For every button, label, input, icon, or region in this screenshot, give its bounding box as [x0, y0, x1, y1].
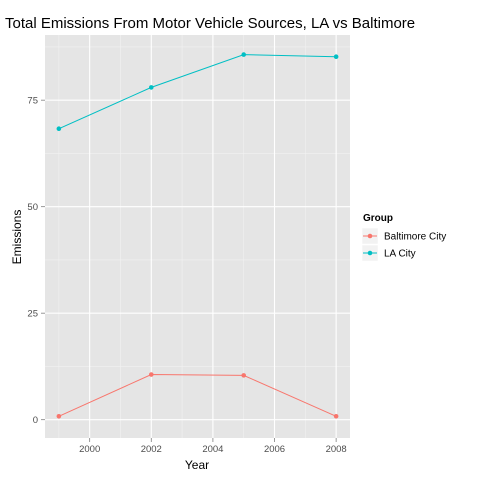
data-point-baltimore-city — [334, 414, 339, 419]
legend-items: Baltimore City LA City — [362, 228, 446, 261]
legend-title: Group — [363, 213, 393, 224]
data-point-la-city — [57, 126, 62, 131]
data-point-baltimore-city — [149, 372, 154, 377]
data-point-la-city — [334, 54, 339, 59]
x-axis-title: Year — [185, 458, 209, 472]
legend: Group Baltimore City LA City — [362, 213, 446, 261]
legend-label: Baltimore City — [384, 232, 446, 243]
y-tick-label: 75 — [27, 96, 38, 107]
x-tick-label: 2006 — [264, 444, 285, 455]
legend-key-point — [368, 234, 373, 239]
x-tick-label: 2008 — [326, 444, 347, 455]
chart-title: Total Emissions From Motor Vehicle Sourc… — [5, 15, 415, 32]
plot-panel — [45, 35, 350, 438]
data-point-baltimore-city — [57, 414, 62, 419]
legend-item-baltimore-city: Baltimore City — [362, 228, 446, 244]
x-tick-label: 2004 — [202, 444, 223, 455]
legend-item-la-city: LA City — [362, 245, 416, 261]
data-point-la-city — [149, 85, 154, 90]
x-tick-label: 2002 — [141, 444, 162, 455]
legend-key-point — [368, 251, 373, 256]
x-axis-ticks: 2000 2002 2004 2006 2008 — [79, 438, 347, 455]
y-tick-label: 50 — [27, 202, 38, 213]
y-axis-ticks: 0 25 50 75 — [27, 96, 45, 427]
y-tick-label: 0 — [33, 415, 38, 426]
legend-label: LA City — [384, 249, 416, 260]
x-tick-label: 2000 — [79, 444, 100, 455]
data-point-la-city — [241, 52, 246, 57]
data-point-baltimore-city — [241, 373, 246, 378]
y-axis-title: Emissions — [10, 210, 24, 265]
y-tick-label: 25 — [27, 309, 38, 320]
